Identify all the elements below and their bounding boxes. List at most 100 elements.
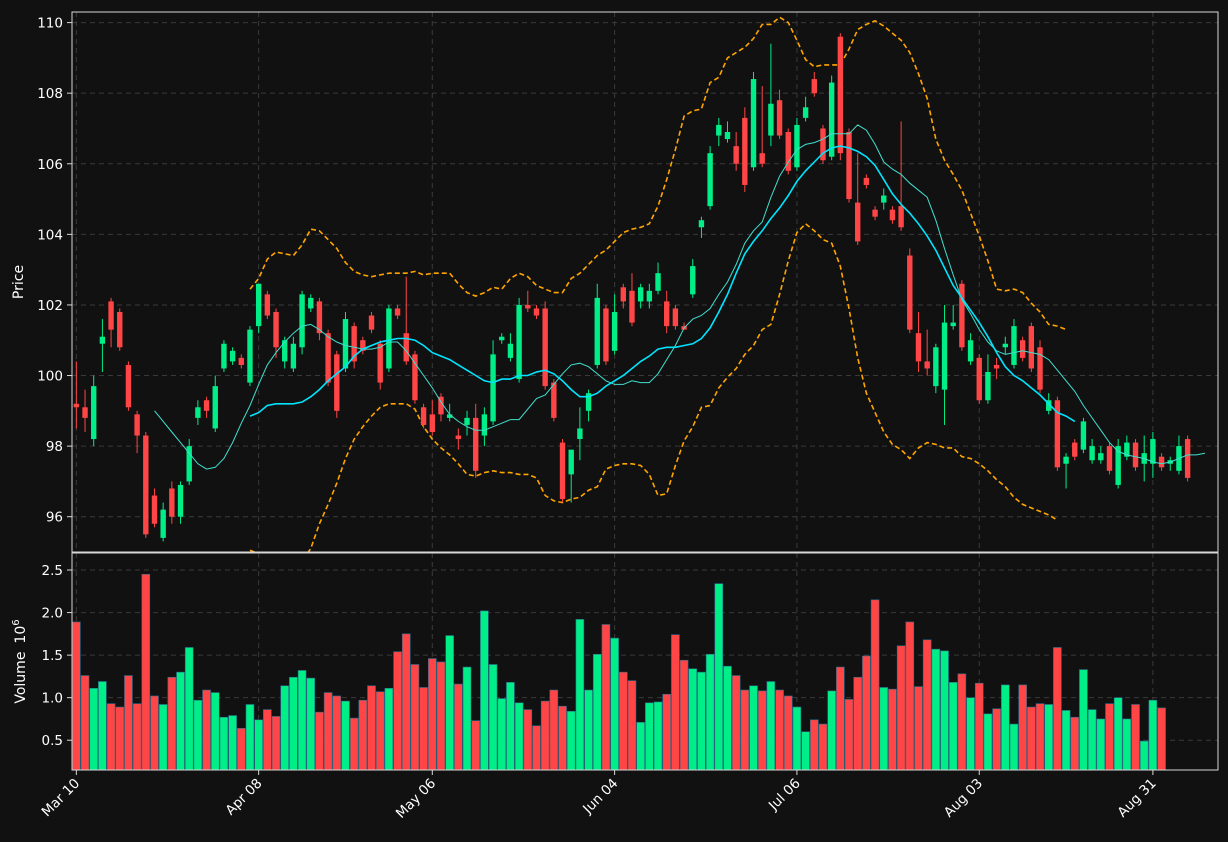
candle-body bbox=[1028, 326, 1035, 369]
candle-body bbox=[533, 308, 540, 316]
candlestick bbox=[1158, 453, 1165, 471]
candle-body bbox=[724, 132, 731, 140]
candle-body bbox=[394, 308, 401, 316]
candlestick bbox=[308, 294, 314, 312]
volume-bar bbox=[645, 702, 654, 771]
volume-bar bbox=[1009, 723, 1019, 771]
candlestick bbox=[924, 329, 930, 376]
volume-bar bbox=[375, 691, 385, 771]
candle-body bbox=[655, 273, 661, 291]
candlestick bbox=[221, 340, 227, 372]
volume-y-ticks: 0.5 1.0 1.5 2.0 2.5 bbox=[42, 563, 72, 749]
volume-bar bbox=[193, 699, 203, 771]
candle-body bbox=[646, 290, 653, 302]
volume-bar bbox=[671, 634, 680, 771]
volume-bar bbox=[879, 687, 889, 771]
candlestick bbox=[1011, 319, 1017, 369]
candle-body bbox=[959, 283, 965, 348]
candlestick bbox=[143, 432, 149, 538]
volume-bar bbox=[940, 650, 949, 771]
candle-body bbox=[933, 347, 939, 387]
volume-bar bbox=[592, 653, 602, 771]
candlestick bbox=[533, 304, 540, 320]
candle-body bbox=[568, 449, 574, 475]
volume-bar bbox=[245, 704, 255, 771]
candlestick bbox=[125, 361, 132, 411]
volume-bar bbox=[1113, 697, 1123, 771]
candle-body bbox=[1106, 446, 1113, 471]
candle-body bbox=[490, 354, 496, 422]
volume-bar bbox=[1131, 704, 1140, 771]
candle-body bbox=[1019, 340, 1026, 358]
volume-bar bbox=[1035, 703, 1045, 771]
volume-bar bbox=[662, 693, 671, 771]
volume-bar bbox=[210, 692, 220, 771]
volume-bar bbox=[393, 651, 402, 771]
volume-bar bbox=[158, 704, 168, 771]
volume-bar bbox=[566, 710, 576, 771]
candlestick bbox=[629, 273, 635, 327]
candlestick bbox=[1054, 396, 1061, 471]
candlestick bbox=[203, 396, 210, 418]
volume-scale-exponent: 6 bbox=[11, 619, 22, 625]
volume-bar bbox=[731, 675, 741, 771]
candlestick bbox=[351, 322, 357, 369]
candlestick bbox=[169, 481, 175, 524]
candle-body bbox=[802, 107, 809, 118]
volume-bar bbox=[1070, 716, 1080, 771]
candle-body bbox=[776, 100, 783, 136]
candlestick bbox=[1150, 432, 1156, 478]
candle-body bbox=[403, 333, 409, 362]
volume-bar bbox=[992, 708, 1001, 771]
candlestick bbox=[664, 290, 670, 334]
candle-body bbox=[308, 297, 314, 309]
candle-body bbox=[750, 79, 757, 168]
candlestick bbox=[412, 350, 418, 404]
candlestick bbox=[941, 304, 948, 425]
volume-bar bbox=[341, 700, 350, 771]
candlestick bbox=[386, 304, 392, 372]
candlestick bbox=[716, 117, 722, 147]
candlestick bbox=[525, 290, 531, 312]
volume-bar bbox=[506, 682, 515, 771]
candle-body bbox=[768, 103, 774, 136]
candlestick bbox=[985, 354, 991, 404]
candlestick bbox=[299, 290, 305, 355]
volume-bar bbox=[1157, 707, 1166, 771]
candle-body bbox=[855, 202, 861, 242]
volume-bar bbox=[471, 720, 480, 771]
candle-body bbox=[907, 255, 913, 330]
price-axis-label: Price bbox=[11, 265, 27, 299]
volume-bar bbox=[306, 677, 316, 771]
candle-body bbox=[368, 315, 375, 330]
candlestick bbox=[134, 410, 140, 454]
candlestick bbox=[759, 86, 765, 168]
volume-bar bbox=[80, 675, 90, 771]
candle-body bbox=[134, 414, 140, 436]
candle-body bbox=[811, 79, 817, 94]
candle-body bbox=[464, 417, 470, 425]
candlestick bbox=[551, 379, 557, 422]
volume-bar bbox=[141, 573, 151, 771]
volume-bar bbox=[72, 621, 81, 771]
candle-body bbox=[941, 322, 948, 390]
candlestick bbox=[1019, 336, 1026, 362]
candlestick bbox=[177, 481, 184, 524]
candle-body bbox=[585, 393, 592, 411]
price-y-ticks: 96 98 100 102 104 106 108 110 bbox=[37, 16, 72, 526]
candlestick bbox=[898, 121, 904, 231]
candle-body bbox=[507, 343, 514, 358]
volume-bar bbox=[1053, 647, 1062, 771]
candle-body bbox=[1184, 439, 1191, 478]
volume-bar bbox=[106, 703, 116, 771]
volume-bar bbox=[1105, 703, 1114, 771]
candle-body bbox=[837, 36, 844, 154]
candle-body bbox=[1150, 439, 1156, 464]
candle-body bbox=[412, 354, 418, 401]
candlesticks bbox=[73, 33, 1191, 542]
candlestick bbox=[1184, 435, 1191, 482]
candlestick bbox=[394, 304, 401, 320]
volume-panel-frame bbox=[71, 552, 1219, 771]
volume-scale-base: 10 bbox=[13, 626, 29, 644]
volume-bar bbox=[801, 731, 810, 771]
